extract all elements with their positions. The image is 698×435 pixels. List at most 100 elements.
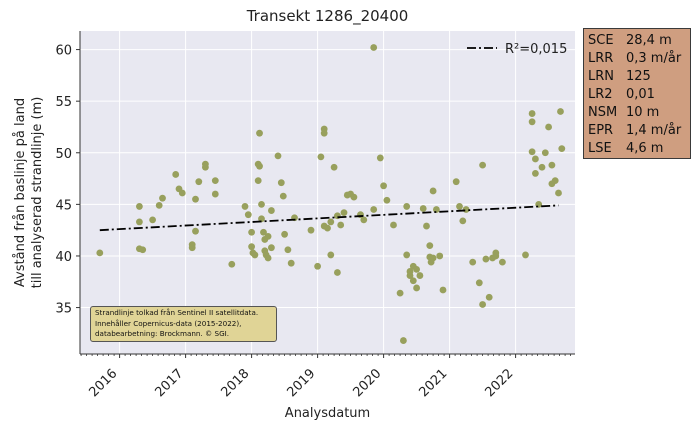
y-axis: 35 40 45 50 55 60: [55, 31, 81, 354]
data-point: [172, 171, 180, 178]
data-point: [390, 221, 397, 229]
stat-value: 0,01: [626, 87, 655, 102]
data-point: [479, 301, 486, 308]
data-point: [279, 192, 287, 200]
data-point: [277, 179, 285, 187]
y-tick-label: 45: [55, 198, 72, 213]
data-point: [251, 251, 259, 259]
y-tick-label: 60: [55, 44, 72, 59]
data-point: [456, 203, 463, 210]
data-point: [423, 222, 430, 230]
x-axis-label: Analysdatum: [285, 406, 370, 421]
stat-key: LRN: [588, 69, 614, 84]
y-axis-label-line-2: till analyserad strandlinje (m): [30, 97, 45, 289]
x-tick-label: 2020: [350, 366, 384, 400]
data-point: [482, 255, 490, 263]
stat-value: 4,6 m: [626, 141, 664, 156]
stat-key: LSE: [588, 141, 612, 156]
data-point: [403, 203, 411, 210]
data-point: [317, 153, 325, 161]
data-point: [314, 262, 321, 270]
stat-row-lse: LSE 4,6 m: [588, 140, 686, 158]
data-point: [403, 251, 411, 259]
data-point: [406, 272, 414, 279]
stat-row-lrr: LRR 0,3 m/år: [588, 50, 686, 68]
data-point: [211, 190, 219, 198]
y-tick-label: 40: [55, 250, 72, 265]
stat-value: 125: [626, 69, 651, 84]
data-point: [281, 230, 288, 238]
data-point: [426, 242, 434, 250]
y-tick-label: 35: [55, 302, 72, 317]
data-point: [370, 206, 378, 213]
trend-line: [99, 204, 559, 232]
data-point: [439, 286, 447, 294]
data-point: [383, 196, 391, 204]
data-point: [268, 244, 275, 252]
data-point: [380, 182, 387, 190]
legend: R²=0,015: [467, 42, 567, 57]
stat-row-lr2: LR2 0,01: [588, 86, 686, 104]
attribution-line: Innehåller Copernicus-data (2015-2022),: [95, 318, 242, 328]
data-point: [370, 44, 378, 51]
stat-key: NSM: [588, 105, 618, 120]
data-point: [557, 108, 564, 115]
data-point: [532, 170, 539, 177]
data-point: [479, 161, 486, 169]
attribution-line: Strandlinje tolkad från Sentinel II sate…: [95, 308, 259, 317]
data-point: [545, 123, 552, 131]
data-point: [475, 279, 483, 287]
data-point: [202, 163, 209, 171]
data-point: [159, 194, 166, 202]
stat-row-lrn: LRN 125: [588, 68, 686, 86]
data-point: [320, 129, 328, 137]
stat-value: 28,4 m: [626, 33, 672, 48]
data-point: [429, 254, 437, 262]
stat-value: 10 m: [626, 105, 660, 120]
stat-key: EPR: [588, 123, 614, 138]
data-point: [528, 118, 536, 126]
data-point: [416, 272, 424, 279]
data-point: [274, 152, 282, 160]
data-point: [334, 269, 341, 276]
data-point: [136, 203, 143, 210]
data-point: [413, 265, 420, 273]
statistics-box: SCE 28,4 m LRR 0,3 m/år LRN 125 LR2 0,01 NSM…: [583, 28, 691, 159]
stat-row-nsm: NSM 10 m: [588, 104, 686, 122]
data-point: [228, 260, 236, 268]
chart-title: Transekt 1286_20400: [246, 7, 409, 26]
y-tick-label: 50: [55, 147, 72, 162]
data-point: [452, 178, 460, 186]
x-tick-label: 2017: [152, 366, 186, 400]
data-point: [558, 145, 566, 153]
data-point: [327, 218, 335, 226]
data-point: [284, 246, 292, 254]
data-point: [548, 161, 556, 169]
data-point: [330, 163, 338, 171]
stat-value: 1,4 m/år: [626, 123, 682, 138]
data-point: [258, 200, 265, 208]
data-point: [195, 178, 203, 186]
attribution-note: Strandlinje tolkad från Sentinel II sate…: [90, 306, 277, 342]
data-point: [469, 258, 477, 266]
data-point: [264, 254, 272, 262]
data-point: [528, 148, 536, 156]
data-point: [327, 251, 335, 259]
x-tick-label: 2021: [416, 366, 450, 400]
data-point: [192, 227, 199, 235]
data-point: [136, 218, 143, 226]
data-point: [499, 258, 506, 266]
data-point: [307, 226, 315, 234]
data-point: [396, 289, 404, 297]
x-tick-label: 2018: [218, 366, 252, 400]
y-axis-label-line-1: Avstånd från baslinje på land: [13, 98, 28, 287]
stat-key: LRR: [588, 51, 614, 66]
legend-label: R²=0,015: [505, 42, 567, 57]
data-point: [436, 252, 444, 260]
data-point: [376, 154, 384, 162]
data-point: [268, 207, 275, 214]
data-point: [541, 149, 549, 157]
stat-key: LR2: [588, 87, 613, 102]
data-point: [532, 155, 539, 163]
